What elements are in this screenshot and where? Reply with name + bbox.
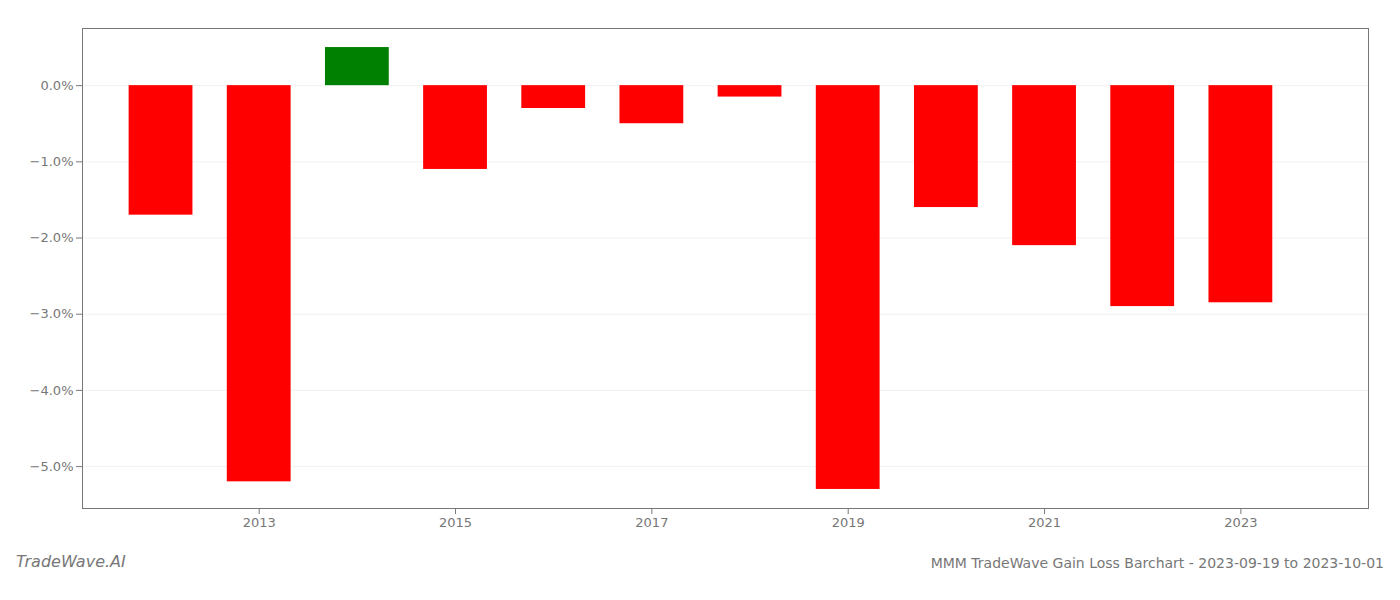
html-text:TradeWave.AI: TradeWave.AI <box>16 552 126 571</box>
svg-text:2017: 2017 <box>635 515 668 530</box>
svg-text:2019: 2019 <box>832 515 865 530</box>
svg-text:0.0%: 0.0% <box>40 78 73 93</box>
svg-text:2021: 2021 <box>1028 515 1061 530</box>
svg-text:−4.0%: −4.0% <box>30 383 74 398</box>
svg-text:−5.0%: −5.0% <box>30 459 74 474</box>
svg-text:2023: 2023 <box>1224 515 1257 530</box>
svg-text:−1.0%: −1.0% <box>30 154 74 169</box>
svg-text:−3.0%: −3.0% <box>30 306 74 321</box>
svg-text:−2.0%: −2.0% <box>30 230 74 245</box>
svg-text:2013: 2013 <box>243 515 276 530</box>
svg-text:2015: 2015 <box>439 515 472 530</box>
html-text:MMM TradeWave Gain Loss Barcha: MMM TradeWave Gain Loss Barchart - 2023-… <box>930 555 1384 571</box>
